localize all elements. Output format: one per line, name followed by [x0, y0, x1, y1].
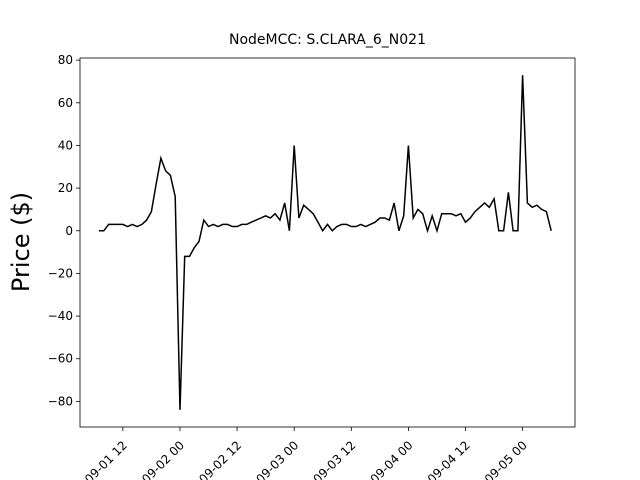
x-tick-label: 09-02 00 [139, 438, 187, 480]
x-tick-label: 09-03 00 [253, 438, 301, 480]
y-axis-label: Price ($) [7, 192, 35, 292]
y-tick-label: 0 [65, 224, 73, 238]
x-tick-label: 09-05 00 [482, 438, 530, 480]
y-tick-label: 80 [58, 53, 73, 67]
chart-title: NodeMCC: S.CLARA_6_N021 [229, 32, 426, 48]
y-tick-label: −20 [48, 266, 73, 280]
plot-frame [79, 57, 576, 428]
x-tick-label: 09-02 12 [196, 438, 244, 480]
y-tick-label: −60 [48, 352, 73, 366]
x-tick-label: 09-01 12 [82, 438, 130, 480]
y-tick-label: 40 [58, 138, 73, 152]
y-tick-label: −40 [48, 309, 73, 323]
price-line [99, 75, 552, 410]
x-tick-label: 09-04 00 [368, 438, 416, 480]
x-tick-label: 09-04 12 [425, 438, 473, 480]
x-tick-label: 09-03 12 [310, 438, 358, 480]
y-tick-label: 20 [58, 181, 73, 195]
y-tick-label: −80 [48, 394, 73, 408]
y-tick-label: 60 [58, 96, 73, 110]
